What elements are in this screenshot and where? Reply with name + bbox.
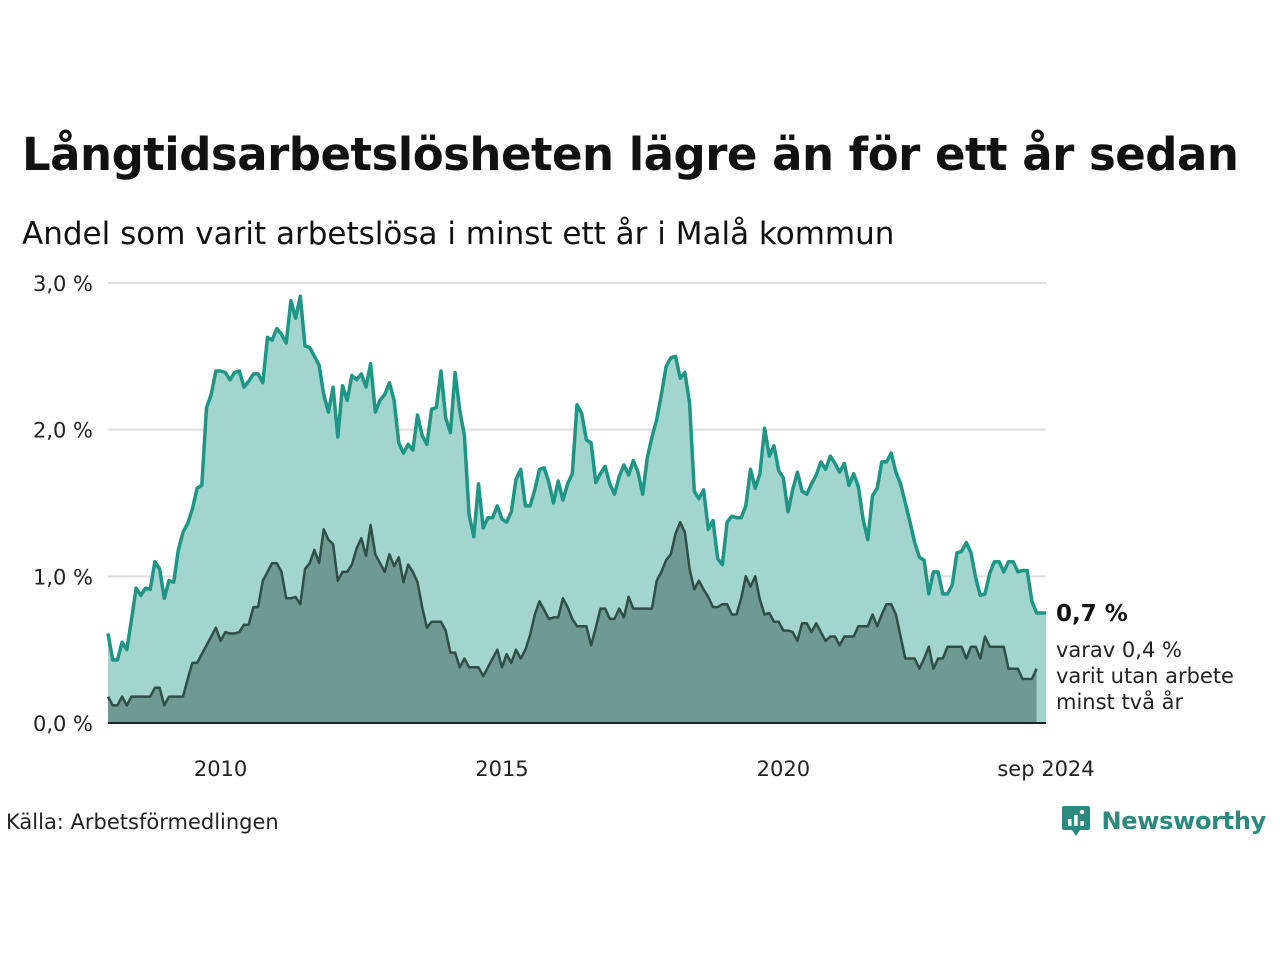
area-chart: 0,0 % 1,0 % 2,0 % 3,0 % 2010 2015 2020 sep 202… — [33, 272, 1234, 781]
end-label: 0,7 % varav 0,4 % varit utan arbete mins… — [1056, 601, 1234, 714]
x-tick-label: sep 2024 — [997, 757, 1094, 781]
brand-logo: Newsworthy — [1061, 804, 1266, 838]
newsworthy-logo-icon — [1062, 806, 1091, 836]
end-note-line: varit utan arbete — [1056, 664, 1234, 688]
x-tick-label: 2010 — [194, 757, 247, 781]
source-note: Källa: Arbetsförmedlingen — [6, 810, 279, 834]
chart-title: Långtidsarbetslösheten lägre än för ett … — [22, 128, 1239, 181]
y-tick-label: 2,0 % — [33, 419, 93, 443]
y-tick-label: 3,0 % — [33, 272, 93, 296]
x-tick-label: 2015 — [475, 757, 528, 781]
brand-name: Newsworthy — [1101, 807, 1266, 835]
end-value-label: 0,7 % — [1056, 601, 1128, 627]
series-two-year-line — [106, 520, 1038, 707]
series-one-year-line — [106, 294, 1046, 662]
end-note-line: minst två år — [1056, 689, 1184, 714]
x-axis-ticks: 2010 2015 2020 sep 2024 — [194, 757, 1095, 781]
y-axis-ticks: 0,0 % 1,0 % 2,0 % 3,0 % — [33, 272, 93, 736]
x-tick-label: 2020 — [757, 757, 810, 781]
chart-subtitle: Andel som varit arbetslösa i minst ett å… — [22, 216, 895, 252]
series-two-year-area — [108, 522, 1037, 723]
chart-lines — [106, 294, 1046, 724]
end-note-line: varav 0,4 % — [1056, 638, 1182, 662]
y-tick-label: 0,0 % — [33, 712, 93, 736]
y-tick-label: 1,0 % — [33, 565, 93, 589]
